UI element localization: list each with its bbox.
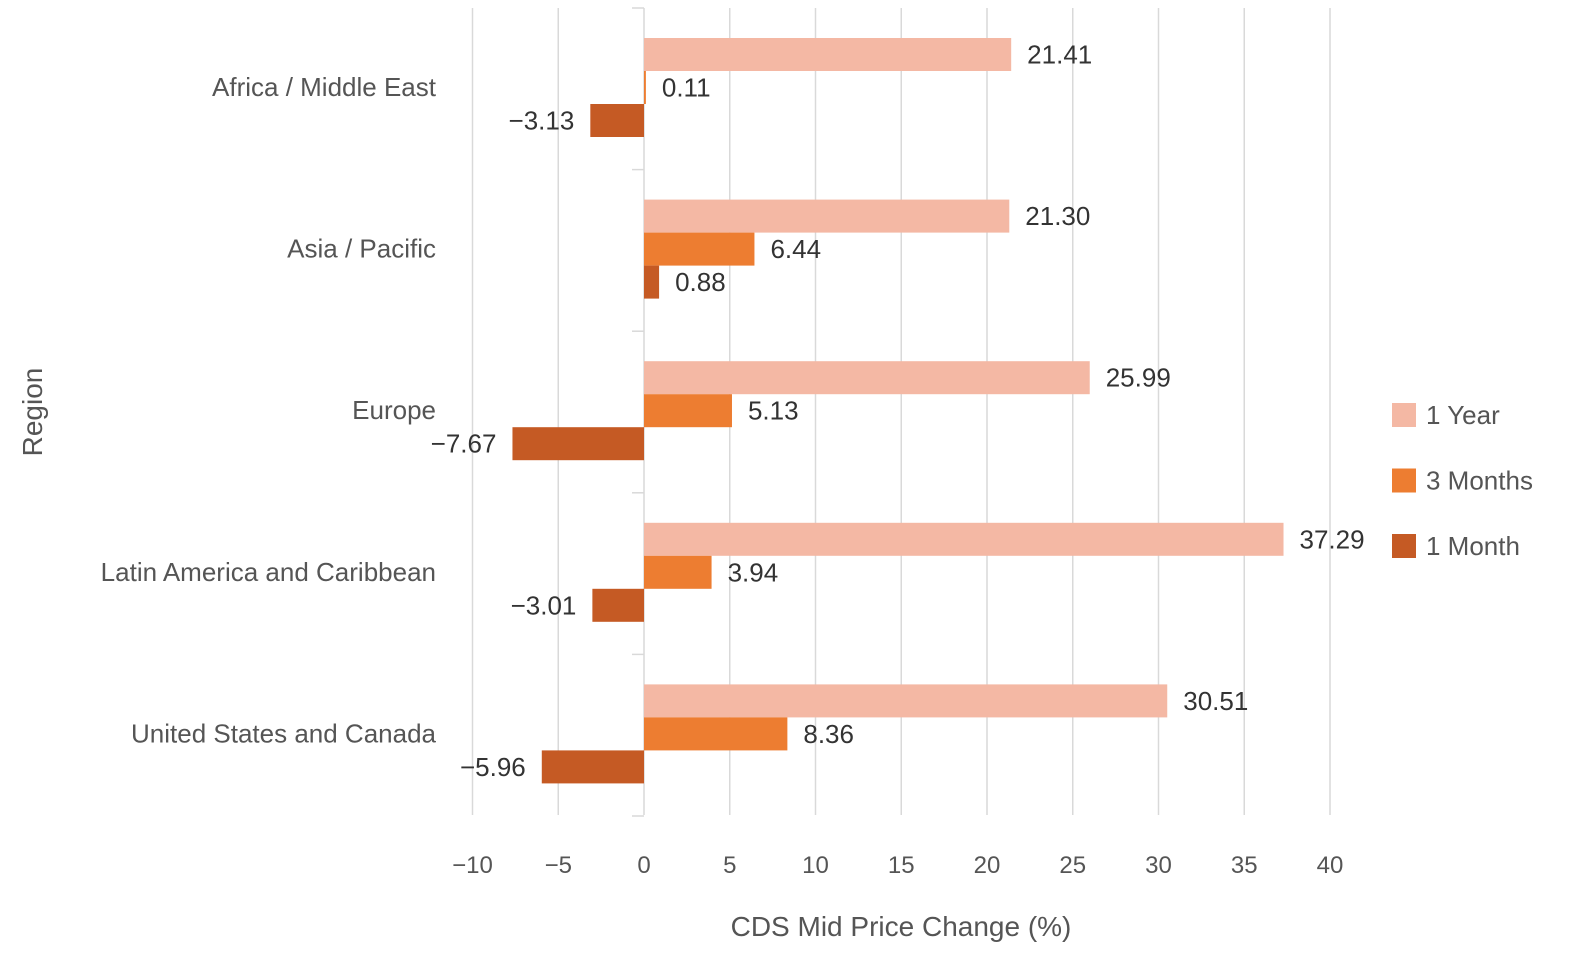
bar	[644, 361, 1090, 395]
x-tick-label: 20	[974, 852, 1001, 879]
category-label: Asia / Pacific	[287, 234, 436, 264]
x-tick-label: 40	[1317, 852, 1344, 879]
data-label: −7.67	[431, 429, 497, 459]
x-tick-label: 25	[1059, 852, 1086, 879]
bar	[644, 265, 660, 299]
x-tick-label: 35	[1231, 852, 1258, 879]
gridlines	[471, 8, 1331, 815]
x-tick-label: −5	[545, 852, 572, 879]
category-label: Europe	[352, 395, 436, 425]
category-label: United States and Canada	[131, 718, 437, 748]
legend: 1 Year 3 Months 1 Month	[1392, 400, 1533, 561]
bar	[590, 104, 644, 137]
data-label: −3.01	[511, 590, 577, 620]
data-label: 21.41	[1027, 40, 1092, 70]
bar	[644, 394, 732, 428]
data-label: 3.94	[728, 557, 779, 587]
legend-swatch	[1392, 403, 1416, 427]
bar	[644, 38, 1012, 71]
x-tick-labels: −10 −5 0 5 10 15 20 25 30 35 40	[452, 852, 1343, 879]
data-label: 30.51	[1183, 686, 1248, 716]
x-tick-label: 30	[1145, 852, 1172, 879]
data-label: 8.36	[803, 719, 854, 749]
legend-label: 1 Month	[1426, 531, 1520, 561]
data-label: −5.96	[460, 752, 526, 782]
data-labels: 21.41 0.11 −3.13 21.30 6.44 0.88 25.99 5.13 −7.6…	[431, 40, 1365, 782]
x-tick-label: 0	[637, 852, 650, 879]
bar	[644, 555, 712, 589]
x-tick-label: 10	[802, 852, 829, 879]
data-label: 25.99	[1106, 363, 1171, 393]
x-tick-label: 15	[888, 852, 915, 879]
bar	[592, 588, 644, 622]
y-axis-title: Region	[17, 368, 48, 457]
legend-swatch	[1392, 468, 1416, 493]
data-label: 0.88	[675, 267, 726, 297]
category-label: Latin America and Caribbean	[101, 557, 436, 587]
category-label: Africa / Middle East	[212, 72, 437, 102]
data-label: 21.30	[1025, 201, 1090, 231]
data-label: 37.29	[1300, 524, 1365, 554]
x-tick-label: 5	[723, 852, 736, 879]
bar	[644, 199, 1010, 233]
category-ticks	[632, 7, 644, 817]
bar	[644, 684, 1168, 718]
bar	[644, 71, 646, 104]
bar	[644, 232, 755, 266]
legend-label: 1 Year	[1426, 400, 1500, 430]
data-label: 6.44	[770, 234, 821, 264]
data-label: −3.13	[509, 106, 575, 136]
x-axis-title: CDS Mid Price Change (%)	[731, 911, 1072, 942]
bar	[644, 522, 1284, 556]
data-label: 5.13	[748, 396, 799, 426]
category-labels: Africa / Middle East Asia / Pacific Europe…	[101, 72, 437, 748]
bars	[512, 38, 1284, 784]
data-label: 0.11	[662, 73, 711, 103]
legend-swatch	[1392, 534, 1416, 558]
bar	[512, 427, 644, 461]
bar	[541, 750, 644, 784]
x-tick-label: −10	[452, 852, 493, 879]
bar	[644, 717, 788, 751]
legend-label: 3 Months	[1426, 466, 1533, 496]
